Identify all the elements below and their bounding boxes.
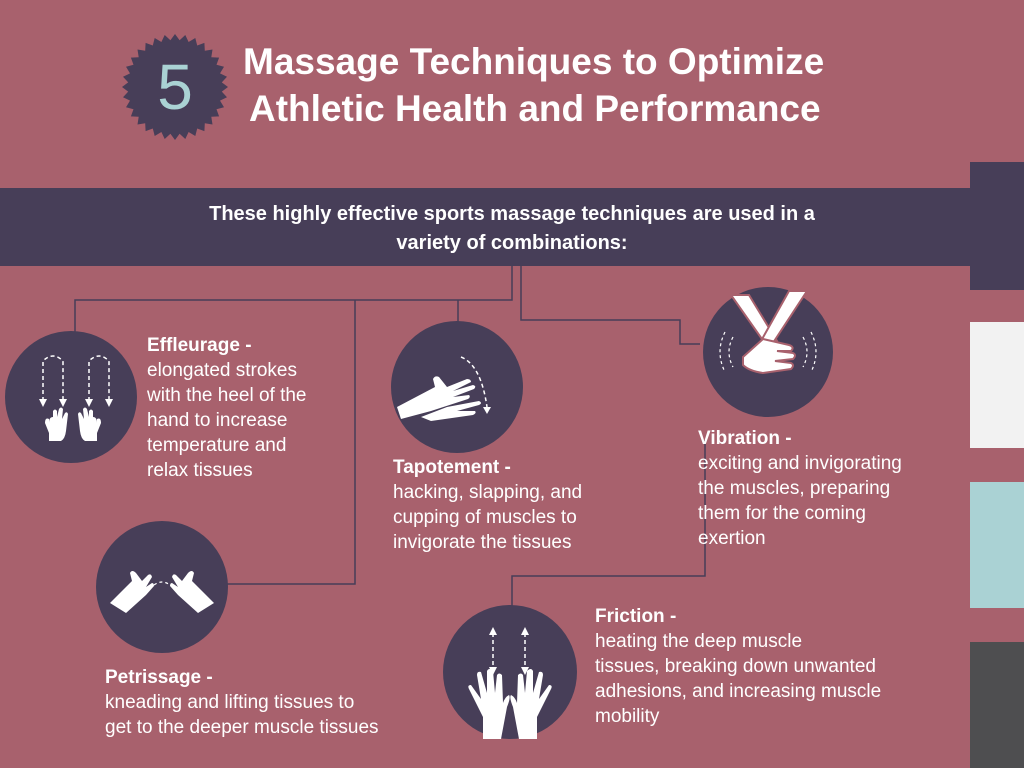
starburst-badge-icon bbox=[122, 34, 228, 140]
effleurage-hands-icon bbox=[39, 355, 113, 441]
friction-circle bbox=[443, 605, 577, 739]
petrissage-circle bbox=[96, 521, 228, 653]
intro-banner bbox=[0, 188, 1024, 266]
technique-desc-line: mobility bbox=[595, 706, 660, 727]
technique-desc-line: adhesions, and increasing muscle bbox=[595, 681, 882, 702]
technique-desc-line: relax tissues bbox=[147, 460, 253, 481]
page-title: Massage Techniques to Optimize Athletic … bbox=[243, 38, 943, 132]
effleurage-circle bbox=[5, 331, 137, 463]
technique-desc-line: hand to increase bbox=[147, 410, 288, 431]
technique-desc-line: exciting and invigorating bbox=[698, 453, 902, 474]
technique-desc-line: temperature and bbox=[147, 435, 287, 456]
technique-desc-line: get to the deeper muscle tissues bbox=[105, 717, 379, 738]
technique-desc-line: heating the deep muscle bbox=[595, 631, 803, 652]
title-line-1: Massage Techniques to Optimize bbox=[243, 41, 825, 82]
technique-desc-line: cupping of muscles to bbox=[393, 507, 577, 528]
technique-name: Effleurage - bbox=[147, 335, 252, 356]
intro-text: These highly effective sports massage te… bbox=[0, 200, 1024, 258]
technique-effleurage: Effleurage - elongated strokes with the … bbox=[147, 333, 307, 483]
badge-number: 5 bbox=[157, 51, 193, 123]
swatch-white bbox=[970, 322, 1024, 448]
vibration-circle bbox=[703, 287, 833, 417]
technique-name: Petrissage - bbox=[105, 667, 213, 688]
technique-desc-line: exertion bbox=[698, 528, 766, 549]
intro-line-2: variety of combinations: bbox=[396, 232, 628, 254]
tapotement-circle bbox=[391, 321, 523, 453]
technique-desc-line: with the heel of the bbox=[147, 385, 307, 406]
technique-desc-line: elongated strokes bbox=[147, 360, 297, 381]
technique-desc-line: kneading and lifting tissues to bbox=[105, 692, 355, 713]
technique-desc-line: them for the coming bbox=[698, 503, 866, 524]
technique-desc-line: invigorate the tissues bbox=[393, 532, 572, 553]
technique-desc-line: the muscles, preparing bbox=[698, 478, 891, 499]
technique-name: Friction - bbox=[595, 606, 677, 627]
swatch-teal bbox=[970, 482, 1024, 608]
technique-friction: Friction - heating the deep muscle tissu… bbox=[595, 604, 881, 729]
friction-hands-icon bbox=[468, 627, 552, 739]
technique-tapotement: Tapotement - hacking, slapping, and cupp… bbox=[393, 455, 582, 555]
intro-line-1: These highly effective sports massage te… bbox=[209, 203, 815, 225]
title-line-2: Athletic Health and Performance bbox=[249, 88, 821, 129]
vibration-hands-icon bbox=[719, 290, 817, 375]
technique-desc-line: tissues, breaking down unwanted bbox=[595, 656, 876, 677]
petrissage-hands-icon bbox=[110, 571, 214, 613]
technique-name: Tapotement - bbox=[393, 457, 511, 478]
swatch-dark bbox=[970, 162, 1024, 290]
technique-petrissage: Petrissage - kneading and lifting tissue… bbox=[105, 665, 379, 740]
technique-vibration: Vibration - exciting and invigorating th… bbox=[698, 426, 902, 551]
tapotement-hands-icon bbox=[397, 356, 491, 421]
swatch-gray bbox=[970, 642, 1024, 768]
technique-name: Vibration - bbox=[698, 428, 792, 449]
technique-desc-line: hacking, slapping, and bbox=[393, 482, 583, 503]
